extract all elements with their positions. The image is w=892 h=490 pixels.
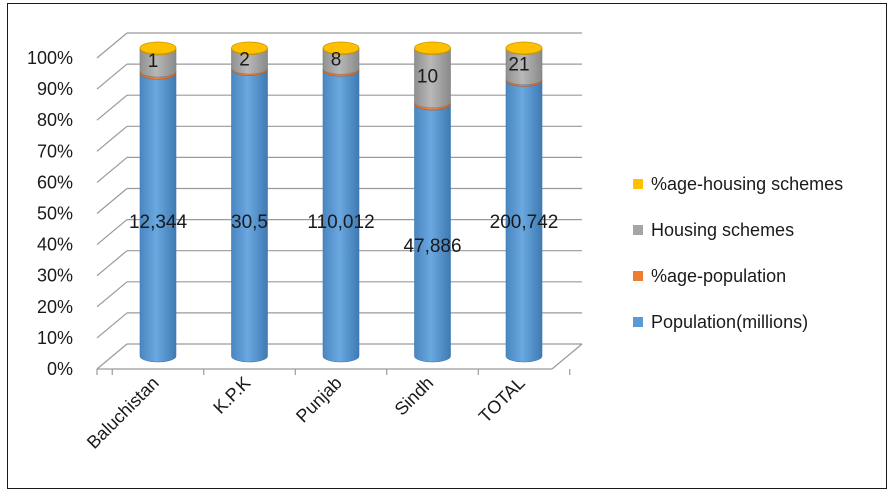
y-tick-label: 30% [37, 266, 73, 286]
data-label-housing: 8 [331, 49, 342, 70]
bar-top-cap [139, 41, 177, 55]
y-tick-label: 40% [37, 235, 73, 255]
legend-swatch-population-pct [633, 271, 643, 281]
category-label: K.P.K [209, 373, 254, 418]
gridline-wall [96, 32, 128, 59]
gridline-wall [96, 188, 128, 214]
y-tick-label: 0% [47, 359, 73, 379]
legend-label: Population(millions) [651, 311, 809, 332]
category-label: Sindh [391, 373, 438, 420]
category-label: TOTAL [475, 373, 529, 427]
y-tick-label: 80% [37, 110, 73, 130]
y-tick-label: 90% [37, 79, 73, 99]
legend-item: %age-population [633, 264, 843, 288]
data-label-housing: 1 [148, 51, 159, 72]
legend-swatch-housing-pct [633, 179, 643, 189]
gridline-wall [96, 94, 128, 121]
gridline-wall [96, 343, 128, 370]
bar-top-cap [505, 41, 543, 55]
bar-top-cap [414, 41, 451, 55]
data-label-population: 47,886 [403, 236, 461, 257]
bar-segment [414, 103, 451, 363]
y-tick-label: 70% [37, 141, 73, 161]
legend-item: Population(millions) [633, 310, 843, 334]
bar-top-cap [231, 41, 268, 55]
legend-item: %age-housing schemes [633, 172, 843, 196]
legend-swatch-housing [633, 225, 643, 235]
data-label-population: 200,742 [490, 212, 559, 233]
gridline-wall [96, 219, 128, 246]
category-label: Baluchistan [83, 373, 163, 453]
gridline-wall [96, 250, 128, 277]
gridline-wall [96, 281, 128, 308]
data-label-population: 110,012 [307, 212, 374, 233]
legend-label: Housing schemes [651, 219, 795, 240]
floor-edge-right [551, 343, 583, 370]
legend-item: Housing schemes [633, 218, 843, 242]
bar-top-cap [322, 41, 360, 55]
y-tick-label: 50% [37, 204, 73, 224]
gridline-wall [96, 63, 128, 90]
data-label-housing: 21 [508, 55, 529, 76]
gridline-wall [96, 125, 128, 152]
gridline-wall [96, 156, 128, 183]
data-label-housing: 10 [417, 66, 438, 87]
legend-swatch-population [633, 317, 643, 327]
y-tick-label: 10% [37, 328, 73, 348]
y-tick-label: 100% [27, 48, 73, 68]
y-tick-label: 20% [37, 297, 73, 317]
data-label-housing: 2 [239, 49, 250, 70]
y-tick-label: 60% [37, 172, 73, 192]
data-label-population: 12,344 [129, 212, 188, 233]
legend-label: %age-housing schemes [651, 173, 844, 194]
gridline-wall [96, 312, 128, 339]
data-label-population: 30,5 [231, 212, 268, 233]
category-label: Punjab [292, 373, 346, 427]
legend-label: %age-population [651, 265, 787, 286]
legend: %age-housing schemes Housing schemes %ag… [633, 172, 843, 356]
